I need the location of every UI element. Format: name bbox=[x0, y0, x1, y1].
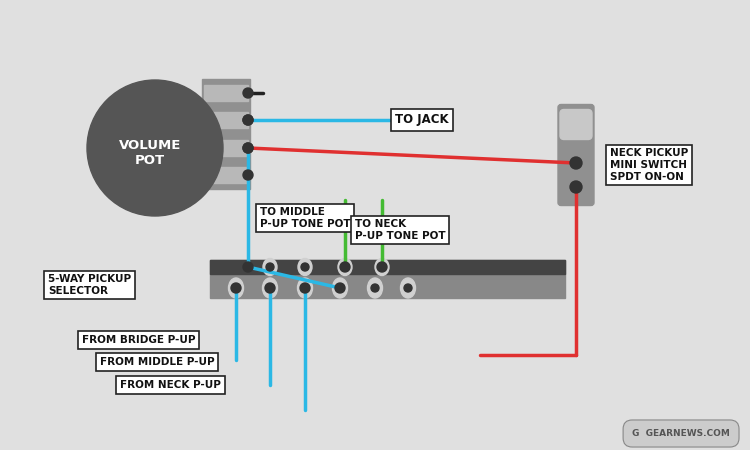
Circle shape bbox=[243, 170, 253, 180]
Ellipse shape bbox=[298, 278, 313, 298]
Ellipse shape bbox=[229, 278, 244, 298]
Circle shape bbox=[404, 284, 412, 292]
Ellipse shape bbox=[375, 258, 389, 275]
Circle shape bbox=[371, 284, 379, 292]
Circle shape bbox=[266, 284, 274, 292]
Text: NECK PICKUP
MINI SWITCH
SPDT ON-ON: NECK PICKUP MINI SWITCH SPDT ON-ON bbox=[610, 148, 689, 182]
FancyBboxPatch shape bbox=[560, 109, 592, 140]
Ellipse shape bbox=[400, 278, 416, 298]
Bar bbox=[210, 260, 565, 298]
Circle shape bbox=[300, 283, 310, 293]
Bar bbox=[204, 140, 248, 156]
Circle shape bbox=[231, 283, 241, 293]
Circle shape bbox=[335, 283, 345, 293]
Ellipse shape bbox=[338, 258, 352, 275]
Bar bbox=[204, 85, 248, 101]
Text: VOLUME
POT: VOLUME POT bbox=[118, 139, 182, 167]
Bar bbox=[204, 167, 248, 183]
Circle shape bbox=[87, 80, 223, 216]
Ellipse shape bbox=[298, 258, 312, 275]
Circle shape bbox=[340, 262, 350, 272]
Text: FROM MIDDLE P-UP: FROM MIDDLE P-UP bbox=[100, 357, 214, 367]
Circle shape bbox=[378, 263, 386, 271]
Circle shape bbox=[571, 158, 581, 168]
Circle shape bbox=[266, 263, 274, 271]
Circle shape bbox=[301, 263, 309, 271]
Circle shape bbox=[377, 262, 387, 272]
Circle shape bbox=[301, 284, 309, 292]
Circle shape bbox=[243, 115, 253, 125]
Text: G  GEARNEWS.COM: G GEARNEWS.COM bbox=[632, 429, 730, 438]
Circle shape bbox=[571, 182, 581, 192]
Ellipse shape bbox=[368, 278, 382, 298]
Circle shape bbox=[336, 284, 344, 292]
Circle shape bbox=[243, 262, 253, 272]
Text: TO NECK
P-UP TONE POT: TO NECK P-UP TONE POT bbox=[355, 219, 446, 241]
Circle shape bbox=[570, 157, 582, 169]
Text: FROM BRIDGE P-UP: FROM BRIDGE P-UP bbox=[82, 335, 196, 345]
Bar bbox=[202, 79, 250, 189]
Text: TO MIDDLE
P-UP TONE POT: TO MIDDLE P-UP TONE POT bbox=[260, 207, 350, 229]
Circle shape bbox=[232, 284, 240, 292]
Ellipse shape bbox=[332, 278, 347, 298]
Circle shape bbox=[243, 143, 253, 153]
Text: 5-WAY PICKUP
SELECTOR: 5-WAY PICKUP SELECTOR bbox=[48, 274, 131, 296]
Bar bbox=[210, 260, 565, 274]
Ellipse shape bbox=[262, 278, 278, 298]
Circle shape bbox=[243, 115, 253, 125]
Text: FROM NECK P-UP: FROM NECK P-UP bbox=[120, 380, 220, 390]
Circle shape bbox=[570, 181, 582, 193]
Circle shape bbox=[243, 88, 253, 98]
Text: TO JACK: TO JACK bbox=[395, 113, 448, 126]
Circle shape bbox=[265, 283, 275, 293]
Ellipse shape bbox=[263, 258, 277, 275]
FancyBboxPatch shape bbox=[558, 104, 594, 206]
Circle shape bbox=[341, 263, 349, 271]
Circle shape bbox=[243, 143, 253, 153]
Bar bbox=[204, 112, 248, 128]
